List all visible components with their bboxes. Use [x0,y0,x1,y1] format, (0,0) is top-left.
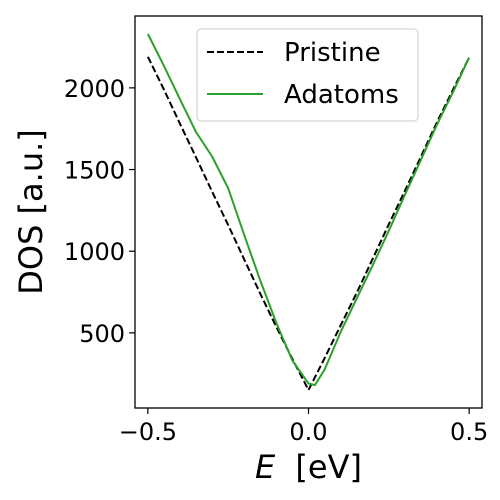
y-tick-label: 2000 [64,75,125,103]
axes-frame [134,15,483,409]
legend: Pristine Adatoms [196,28,419,122]
x-axis-label-unit: [eV] [295,448,362,486]
series-line-adatoms [147,33,471,387]
x-axis-label: E [eV] [255,448,362,486]
y-tick-label: 1500 [64,157,125,185]
legend-label-adatoms: Adatoms [284,80,399,110]
lines-layer [147,33,471,391]
x-tick-label: 0.0 [289,418,327,446]
y-axis-label: DOS [a.u.] [12,129,50,295]
y-tick-label: 1000 [64,238,125,266]
y-tick-label: 500 [79,320,125,348]
series-line-pristine [147,56,470,391]
x-tick-label: −0.5 [119,418,177,446]
legend-label-pristine: Pristine [284,38,381,68]
ticks-layer: −0.5 0.0 0.5 500 1000 1500 2000 [64,75,488,446]
x-axis-label-symbol: E [255,448,276,486]
x-tick-label: 0.5 [450,418,488,446]
